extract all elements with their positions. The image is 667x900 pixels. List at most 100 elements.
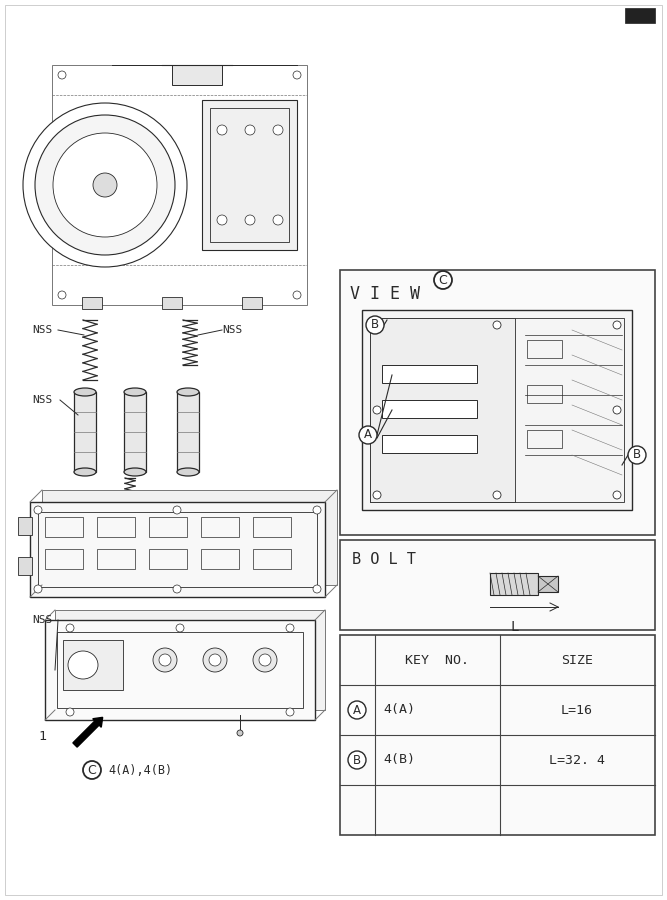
Circle shape — [373, 406, 381, 414]
Bar — [527, 385, 562, 403]
Bar — [172, 65, 222, 85]
Text: NSS: NSS — [32, 615, 52, 625]
Bar — [382, 435, 477, 453]
Bar — [370, 318, 624, 502]
Bar — [149, 517, 187, 537]
Bar — [45, 620, 315, 720]
Bar — [45, 549, 83, 569]
Circle shape — [173, 506, 181, 514]
Circle shape — [217, 125, 227, 135]
Text: 4(B): 4(B) — [383, 753, 415, 767]
Text: B: B — [353, 753, 361, 767]
Text: A: A — [353, 704, 361, 716]
Text: A: A — [364, 428, 372, 442]
Bar — [30, 502, 325, 597]
Bar — [340, 635, 655, 835]
FancyArrow shape — [73, 717, 103, 747]
Text: 4(A),4(B): 4(A),4(B) — [108, 763, 172, 777]
Circle shape — [493, 491, 501, 499]
Text: 1: 1 — [38, 730, 46, 743]
Circle shape — [93, 173, 117, 197]
Bar — [202, 100, 297, 250]
Bar — [124, 392, 146, 472]
Bar — [538, 576, 558, 592]
Circle shape — [23, 103, 187, 267]
Bar — [253, 549, 291, 569]
Bar — [38, 512, 317, 587]
Text: NSS: NSS — [32, 395, 52, 405]
Circle shape — [359, 426, 377, 444]
Circle shape — [83, 761, 101, 779]
Text: B: B — [371, 319, 379, 331]
Circle shape — [493, 321, 501, 329]
Text: 4(A): 4(A) — [383, 704, 415, 716]
Circle shape — [159, 654, 171, 666]
Bar — [74, 392, 96, 472]
Circle shape — [273, 125, 283, 135]
Text: B: B — [633, 448, 641, 462]
Circle shape — [153, 648, 177, 672]
Ellipse shape — [74, 468, 96, 476]
Circle shape — [273, 215, 283, 225]
Bar — [201, 549, 239, 569]
Circle shape — [373, 321, 381, 329]
Circle shape — [58, 291, 66, 299]
Ellipse shape — [124, 468, 146, 476]
Text: L: L — [510, 620, 518, 634]
Ellipse shape — [124, 388, 146, 396]
Bar — [162, 297, 182, 309]
Circle shape — [313, 585, 321, 593]
Bar — [149, 549, 187, 569]
Bar — [63, 640, 123, 690]
Bar — [18, 557, 32, 575]
Text: L=16: L=16 — [561, 704, 593, 716]
Circle shape — [366, 316, 384, 334]
Bar — [210, 108, 289, 242]
Circle shape — [313, 506, 321, 514]
Circle shape — [286, 624, 294, 632]
Bar — [52, 65, 307, 305]
Bar — [370, 318, 515, 502]
Circle shape — [373, 491, 381, 499]
Bar — [253, 517, 291, 537]
Bar — [625, 8, 655, 23]
Circle shape — [348, 751, 366, 769]
Circle shape — [66, 708, 74, 716]
Circle shape — [286, 708, 294, 716]
Circle shape — [245, 125, 255, 135]
Circle shape — [203, 648, 227, 672]
Ellipse shape — [74, 388, 96, 396]
Bar — [45, 517, 83, 537]
Circle shape — [217, 215, 227, 225]
Circle shape — [173, 585, 181, 593]
Circle shape — [628, 446, 646, 464]
Text: B O L T: B O L T — [352, 552, 416, 567]
Circle shape — [253, 648, 277, 672]
Text: C: C — [87, 763, 96, 777]
Bar — [18, 517, 32, 535]
Circle shape — [35, 115, 175, 255]
Text: SIZE: SIZE — [561, 653, 593, 667]
Text: L=32. 4: L=32. 4 — [549, 753, 605, 767]
Circle shape — [613, 406, 621, 414]
Circle shape — [293, 71, 301, 79]
Circle shape — [176, 624, 184, 632]
Text: C: C — [439, 274, 448, 286]
Bar — [362, 310, 632, 510]
Circle shape — [34, 585, 42, 593]
Circle shape — [34, 506, 42, 514]
Bar — [527, 340, 562, 358]
Bar — [55, 610, 325, 710]
Bar — [201, 517, 239, 537]
Circle shape — [613, 491, 621, 499]
Bar — [97, 517, 135, 537]
Bar — [527, 430, 562, 448]
Text: V I E W: V I E W — [350, 285, 420, 303]
Bar — [82, 297, 102, 309]
Ellipse shape — [177, 468, 199, 476]
Bar — [382, 365, 477, 383]
Circle shape — [259, 654, 271, 666]
Bar — [340, 540, 655, 630]
Circle shape — [237, 730, 243, 736]
Bar — [490, 573, 538, 595]
